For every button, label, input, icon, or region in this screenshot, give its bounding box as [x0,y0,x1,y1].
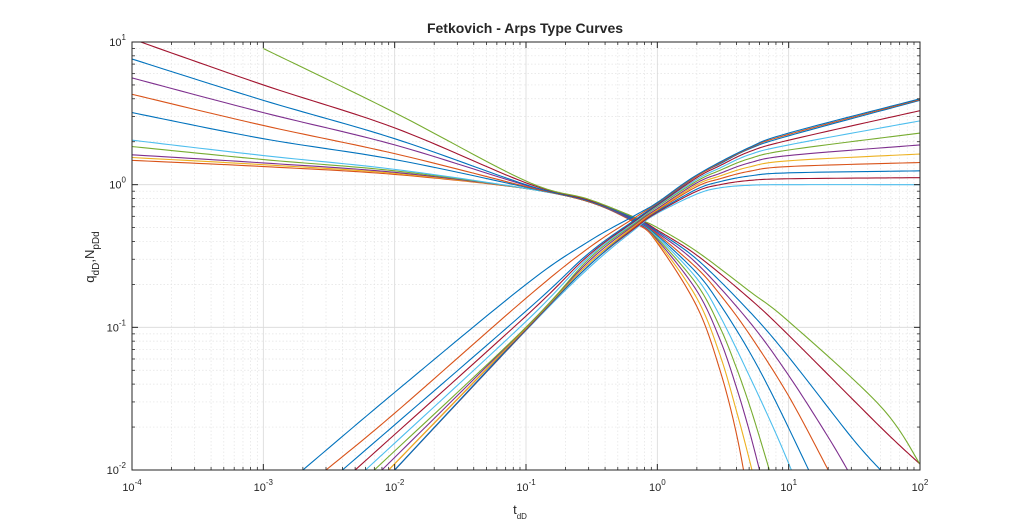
x-tick-label-base: 10 [780,482,792,494]
y-axis-label-sep: , [82,259,97,263]
x-tick-label: 101 [780,478,797,494]
cumulative-curve [365,120,920,470]
y-axis-label-base-2: N [82,250,97,259]
x-tick-label-exp: 1 [793,478,798,487]
x-tick-label: 10-1 [516,478,536,494]
x-axis-label-sub: dD [517,512,527,521]
y-tick-label-base: 10 [107,465,119,477]
y-tick-label: 100 [109,176,126,192]
rate-curve [132,77,849,470]
y-tick-label-base: 10 [109,180,121,192]
x-tick-label: 10-4 [122,478,142,494]
rate-curve [138,42,920,465]
cumulative-curve [354,110,920,470]
chart-title: Fetkovich - Arps Type Curves [427,20,623,36]
x-tick-label-exp: -1 [529,478,537,487]
rate-curve [132,154,761,470]
rate-curve [132,112,810,470]
y-axis-label-base-1: q [82,275,97,282]
y-tick-label-exp: 1 [122,33,127,42]
cumulative-curve [394,170,920,470]
cumulative-curve [388,153,920,470]
series-layer [132,42,920,470]
x-axis-label-base: t [513,502,517,517]
x-tick-label-base: 10 [649,482,661,494]
y-tick-label: 10-2 [107,461,127,477]
y-tick-label-exp: 0 [122,176,127,185]
y-tick-label: 10-1 [107,318,127,334]
y-tick-label-base: 10 [107,322,119,334]
x-axis-label: tdD [513,502,527,521]
x-tick-label-base: 10 [122,482,134,494]
x-tick-label-exp: 0 [661,478,666,487]
x-tick-label-base: 10 [516,482,528,494]
y-tick-label-exp: -2 [119,461,127,470]
minor-grid [132,42,920,470]
x-tick-label-exp: -2 [397,478,405,487]
cumulative-curve [373,132,920,470]
x-tick-label-base: 10 [385,482,397,494]
rate-curve [132,58,881,470]
y-tick-label-exp: -1 [119,318,127,327]
x-tick-labels: 10-4 10-3 10-2 10-1 100 101 102 [122,478,929,494]
tick-marks [131,41,921,471]
x-tick-label: 10-3 [254,478,274,494]
y-tick-label: 101 [109,33,126,49]
x-tick-label-base: 10 [254,482,266,494]
x-tick-label-exp: -3 [266,478,274,487]
cumulative-curve [302,98,920,470]
x-tick-label-base: 10 [912,482,924,494]
x-tick-label-exp: -4 [135,478,143,487]
rate-curve [132,146,770,470]
y-axis-label-sub-1: dD [91,263,102,276]
x-tick-label: 10-2 [385,478,405,494]
y-axis-label-sub-2: pDd [91,231,102,249]
cumulative-curve [325,99,920,470]
y-axis-label: qdD,NpDd [82,231,102,282]
x-tick-label: 100 [649,478,666,494]
rate-curve [263,48,920,465]
y-tick-label-base: 10 [109,37,121,49]
x-tick-label: 102 [912,478,929,494]
x-tick-label-exp: 2 [924,478,929,487]
cumulative-curve [394,184,920,470]
